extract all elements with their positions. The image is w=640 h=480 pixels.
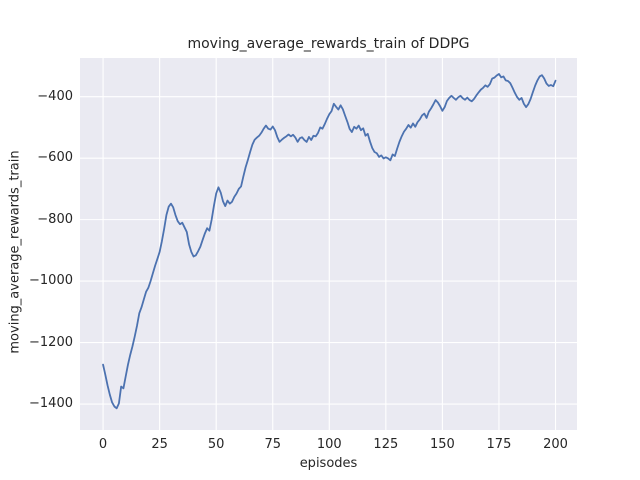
series-line — [102, 73, 557, 410]
x-tick-label: 100 — [316, 437, 342, 452]
y-tick-label: −600 — [37, 150, 73, 166]
x-tick-label: 0 — [98, 437, 108, 452]
plot-background — [80, 58, 577, 430]
chart-title: moving_average_rewards_train of DDPG — [187, 36, 470, 52]
x-tick-label: 50 — [207, 437, 225, 452]
y-tick-label: −1400 — [29, 396, 73, 412]
y-tick-label: −1200 — [29, 334, 73, 350]
x-tick-label: 75 — [264, 437, 281, 452]
plot-area — [80, 58, 577, 430]
y-tick-label: −400 — [37, 88, 73, 104]
x-tick-label: 125 — [373, 437, 399, 452]
x-tick-label: 175 — [486, 437, 512, 452]
x-tick-label: 200 — [543, 437, 568, 452]
x-tick-label: 25 — [151, 437, 168, 452]
y-tick-label: −800 — [37, 211, 73, 227]
y-tick-label: −1000 — [29, 273, 73, 289]
line-chart-svg — [80, 58, 577, 430]
x-tick-label: 150 — [429, 437, 455, 452]
y-axis-label: moving_average_rewards_train — [7, 150, 23, 354]
x-axis-label: episodes — [299, 456, 358, 471]
